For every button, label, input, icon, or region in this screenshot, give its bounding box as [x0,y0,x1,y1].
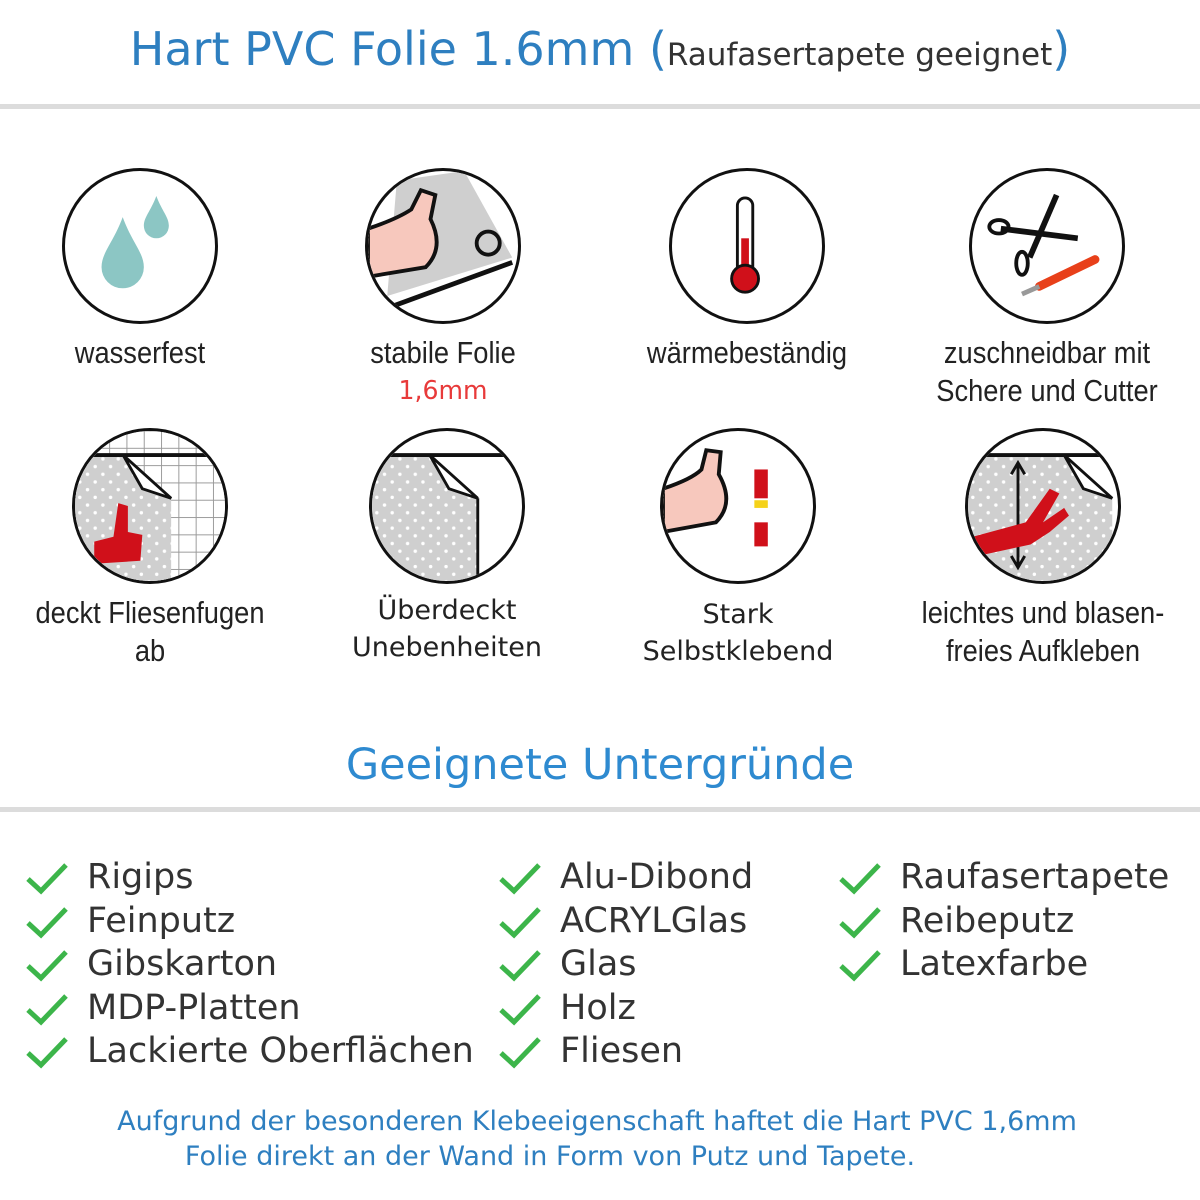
thumbs-up-tiles-icon [72,428,228,584]
check-icon [839,906,881,938]
surface-label: Latexfarbe [900,944,1089,984]
surface-item: Alu-Dibond [498,855,753,899]
surface-item: Holz [498,986,636,1030]
check-icon [839,950,881,982]
water-drops-icon [62,168,218,324]
check-icon [26,1037,68,1069]
footer-line: Aufgrund der besonderen Klebeeigenschaft… [117,1106,1077,1137]
footer-line: Folie direkt an der Wand in Form von Put… [184,1141,916,1172]
page-title: Hart PVC Folie 1.6mm (Raufasertapete gee… [0,22,1200,76]
feature-label: wärmebeständig [646,335,848,370]
surface-label: Holz [560,987,636,1028]
check-icon [26,950,68,982]
surface-label: Fliesen [560,1031,684,1071]
check-icon [499,950,541,982]
surface-item: Lackierte Oberflächen [25,1029,474,1073]
check-icon [839,863,881,895]
title-sub: Raufasertapete geeignet [666,37,1053,73]
surface-item: Fliesen [498,1029,683,1073]
surface-item: Glas [498,942,637,986]
feature-label: stabile Folie 1,6mm [311,334,575,410]
surface-label: Rigips [87,857,194,897]
paren: ) [1052,22,1071,76]
section-title: Geeignete Untergründe [345,740,855,790]
surface-label: Reibeputz [900,900,1075,941]
feature-label: leichtes und blasen-freies Aufkleben [921,595,1165,668]
check-icon [26,863,68,895]
check-icon [26,906,68,938]
surface-item: Latexfarbe [838,942,1088,986]
surface-label: Feinputz [87,900,236,941]
divider [0,807,1200,812]
thermometer-icon [669,168,825,324]
check-icon [499,993,541,1025]
surface-item: ACRYLGlas [498,899,747,943]
strong-arm-glue-icon [660,428,816,584]
surface-label: Alu-Dibond [560,857,754,897]
feature-label: Überdeckt Unebenheiten [352,595,542,663]
title-main: Hart PVC Folie 1.6mm [129,22,635,76]
feature-label: Stark Selbstklebend [642,599,834,667]
check-icon [26,993,68,1025]
surface-label: MDP-Platten [87,987,301,1028]
surface-label: Lackierte Oberflächen [87,1031,474,1071]
surface-item: Rigips [25,855,193,899]
check-icon [499,906,541,938]
surface-label: Glas [560,944,637,984]
divider [0,104,1200,109]
scissors-cutter-icon [969,168,1125,324]
surface-label: ACRYLGlas [560,900,748,941]
foil-corner-icon [369,428,525,584]
feature-label: zuschneidbar mit Schere und Cutter [936,335,1158,408]
surface-label: Gibskarton [87,944,278,984]
strong-arm-foil-icon [365,168,521,324]
surface-label: Raufasertapete [900,857,1170,897]
paren: ( [648,22,667,76]
feature-label: wasserfest [74,335,206,370]
surface-item: Raufasertapete [838,855,1169,899]
surface-item: MDP-Platten [25,986,301,1030]
hand-smoothing-icon [965,428,1121,584]
surface-item: Feinputz [25,899,235,943]
feature-label: deckt Fliesenfugen ab [35,595,265,668]
surface-item: Gibskarton [25,942,277,986]
surface-item: Reibeputz [838,899,1074,943]
check-icon [499,1037,541,1069]
check-icon [499,863,541,895]
thickness-highlight: 1,6mm [398,376,488,406]
